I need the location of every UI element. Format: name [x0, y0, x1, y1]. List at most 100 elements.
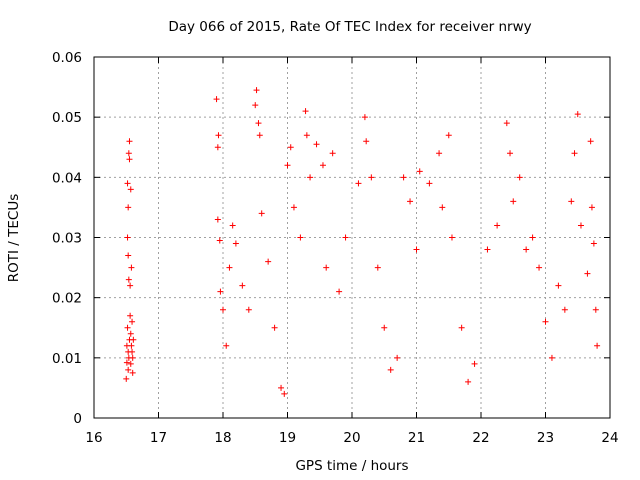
x-tick-label: 23: [537, 430, 554, 446]
data-point: [516, 174, 523, 181]
data-points: [123, 87, 601, 397]
data-point: [123, 375, 130, 382]
data-point: [287, 144, 294, 151]
data-point: [592, 306, 599, 313]
data-point: [271, 324, 278, 331]
data-point: [220, 306, 226, 313]
data-point: [387, 366, 394, 373]
data-point: [594, 342, 601, 349]
data-point: [577, 222, 584, 229]
x-tick-label: 19: [279, 430, 296, 446]
data-point: [253, 87, 260, 94]
data-point: [448, 234, 455, 241]
data-point: [394, 354, 401, 361]
data-point: [342, 234, 349, 241]
y-tick-label: 0.05: [52, 110, 82, 126]
data-point: [127, 186, 134, 193]
x-tick-labels: 16 17 18 19 20 21 22 23 24: [85, 430, 618, 446]
data-point: [529, 234, 536, 241]
data-point: [297, 234, 304, 241]
data-point: [548, 354, 555, 361]
grid-lines: [94, 57, 610, 418]
data-point: [561, 306, 568, 313]
x-tick-label: 20: [343, 430, 360, 446]
data-point: [229, 222, 236, 229]
data-point: [226, 264, 233, 271]
data-point: [484, 246, 491, 253]
data-point: [232, 240, 239, 247]
data-point: [319, 162, 326, 169]
data-point: [303, 132, 310, 139]
x-tick-label: 24: [601, 430, 618, 446]
y-tick-label: 0.01: [52, 351, 82, 367]
data-point: [439, 204, 446, 211]
data-point: [368, 174, 375, 181]
data-point: [290, 204, 297, 211]
chart-title: Day 066 of 2015, Rate Of TEC Index for r…: [168, 19, 531, 35]
data-point: [214, 144, 221, 151]
x-tick-label: 16: [85, 430, 102, 446]
data-point: [329, 150, 336, 157]
data-point: [574, 111, 581, 118]
data-point: [129, 354, 136, 361]
data-point: [590, 240, 597, 247]
data-point: [125, 276, 132, 283]
y-tick-label: 0: [73, 411, 82, 427]
data-point: [216, 237, 223, 244]
axis-ticks: [93, 56, 611, 419]
data-point: [571, 150, 578, 157]
data-point: [465, 378, 472, 385]
data-point: [281, 390, 288, 397]
data-point: [128, 342, 135, 349]
data-point: [129, 348, 136, 355]
data-point: [507, 150, 514, 157]
data-point: [239, 282, 246, 289]
data-point: [355, 180, 362, 187]
y-axis-label: ROTI / TECUs: [6, 194, 22, 282]
data-point: [127, 330, 134, 337]
data-point: [124, 324, 131, 331]
data-point: [125, 204, 132, 211]
data-point: [407, 198, 414, 205]
data-point: [245, 306, 252, 313]
y-tick-labels: 0 0.01 0.02 0.03 0.04 0.05 0.06: [52, 50, 82, 427]
data-point: [536, 264, 543, 271]
data-point: [568, 198, 575, 205]
x-tick-label: 22: [472, 430, 489, 446]
data-point: [126, 156, 133, 163]
y-tick-label: 0.03: [52, 231, 82, 247]
x-tick-label: 18: [214, 430, 231, 446]
data-point: [471, 360, 478, 367]
data-point: [523, 246, 530, 253]
data-point: [361, 114, 368, 121]
data-point: [127, 360, 134, 367]
data-point: [555, 282, 562, 289]
data-point: [214, 216, 221, 223]
data-point: [129, 318, 136, 325]
data-point: [223, 342, 230, 349]
data-point: [125, 150, 132, 157]
data-point: [125, 366, 132, 373]
data-point: [542, 318, 549, 325]
data-point: [127, 282, 134, 289]
data-point: [400, 174, 407, 181]
data-point: [215, 132, 222, 139]
data-point: [323, 264, 330, 271]
x-tick-label: 21: [408, 430, 425, 446]
data-point: [128, 264, 135, 271]
data-point: [284, 162, 291, 169]
data-point: [413, 246, 420, 253]
data-point: [436, 150, 443, 157]
data-point: [307, 174, 314, 181]
y-tick-label: 0.02: [52, 291, 82, 307]
data-point: [124, 234, 131, 241]
data-point: [124, 180, 131, 187]
x-axis-label: GPS time / hours: [295, 458, 408, 474]
data-point: [258, 210, 265, 217]
data-point: [125, 252, 132, 259]
y-tick-label: 0.06: [52, 50, 82, 66]
data-point: [313, 141, 320, 148]
data-point: [584, 270, 591, 277]
data-point: [416, 168, 423, 175]
